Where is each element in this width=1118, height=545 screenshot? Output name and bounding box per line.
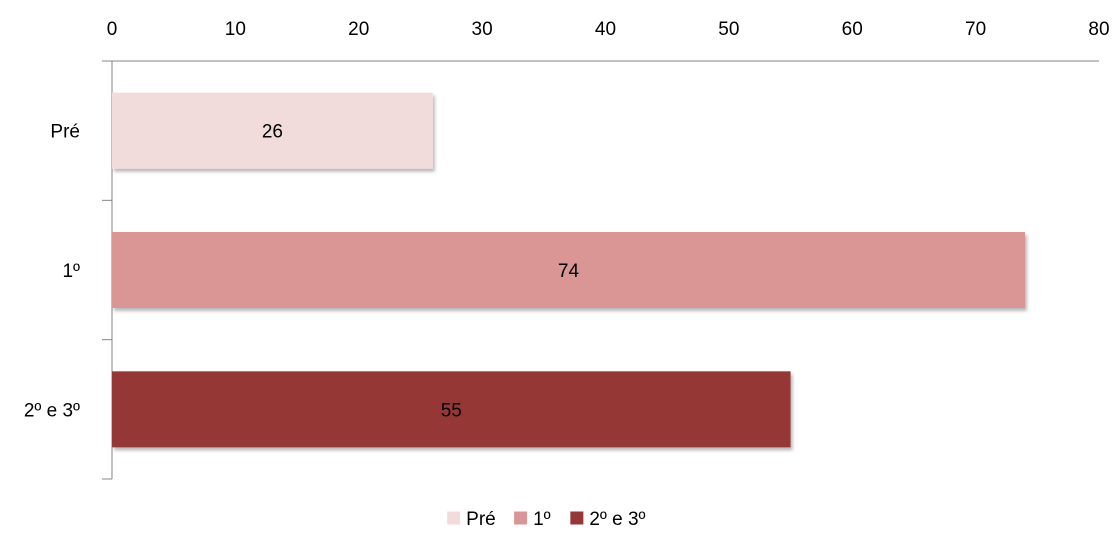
bar <box>112 92 433 169</box>
legend-label: Pré <box>466 509 496 530</box>
y-category-label: 2º e 3º <box>24 400 80 421</box>
y-category-label: 1º <box>62 261 80 282</box>
x-tick-label: 40 <box>595 19 616 40</box>
legend: Pré 1º 2º e 3º <box>447 509 646 530</box>
x-tick-label: 0 <box>107 19 118 40</box>
bar <box>112 232 1025 308</box>
legend-swatch <box>570 511 584 525</box>
bars: 26 74 55 <box>112 92 1025 448</box>
bar-data-label: 74 <box>558 261 580 282</box>
x-tick-label: 80 <box>1088 19 1109 40</box>
bar-data-label: 55 <box>441 400 462 421</box>
bar-data-label: 26 <box>262 122 283 143</box>
legend-swatch <box>447 511 461 525</box>
x-tick-label: 30 <box>472 19 493 40</box>
legend-swatch <box>514 511 528 525</box>
x-tick-label: 70 <box>965 19 986 40</box>
legend-label: 2º e 3º <box>589 509 645 530</box>
x-tick-label: 60 <box>842 19 863 40</box>
x-tick-label: 50 <box>718 19 739 40</box>
y-category-label: Pré <box>50 122 80 143</box>
bar <box>112 371 791 448</box>
x-tick-label: 10 <box>225 19 246 40</box>
legend-label: 1º <box>533 509 551 530</box>
x-tick-label: 20 <box>348 19 369 40</box>
y-axis: Pré 1º 2º e 3º <box>24 60 113 480</box>
x-axis: 0 10 20 30 40 50 60 70 80 <box>107 19 1110 62</box>
